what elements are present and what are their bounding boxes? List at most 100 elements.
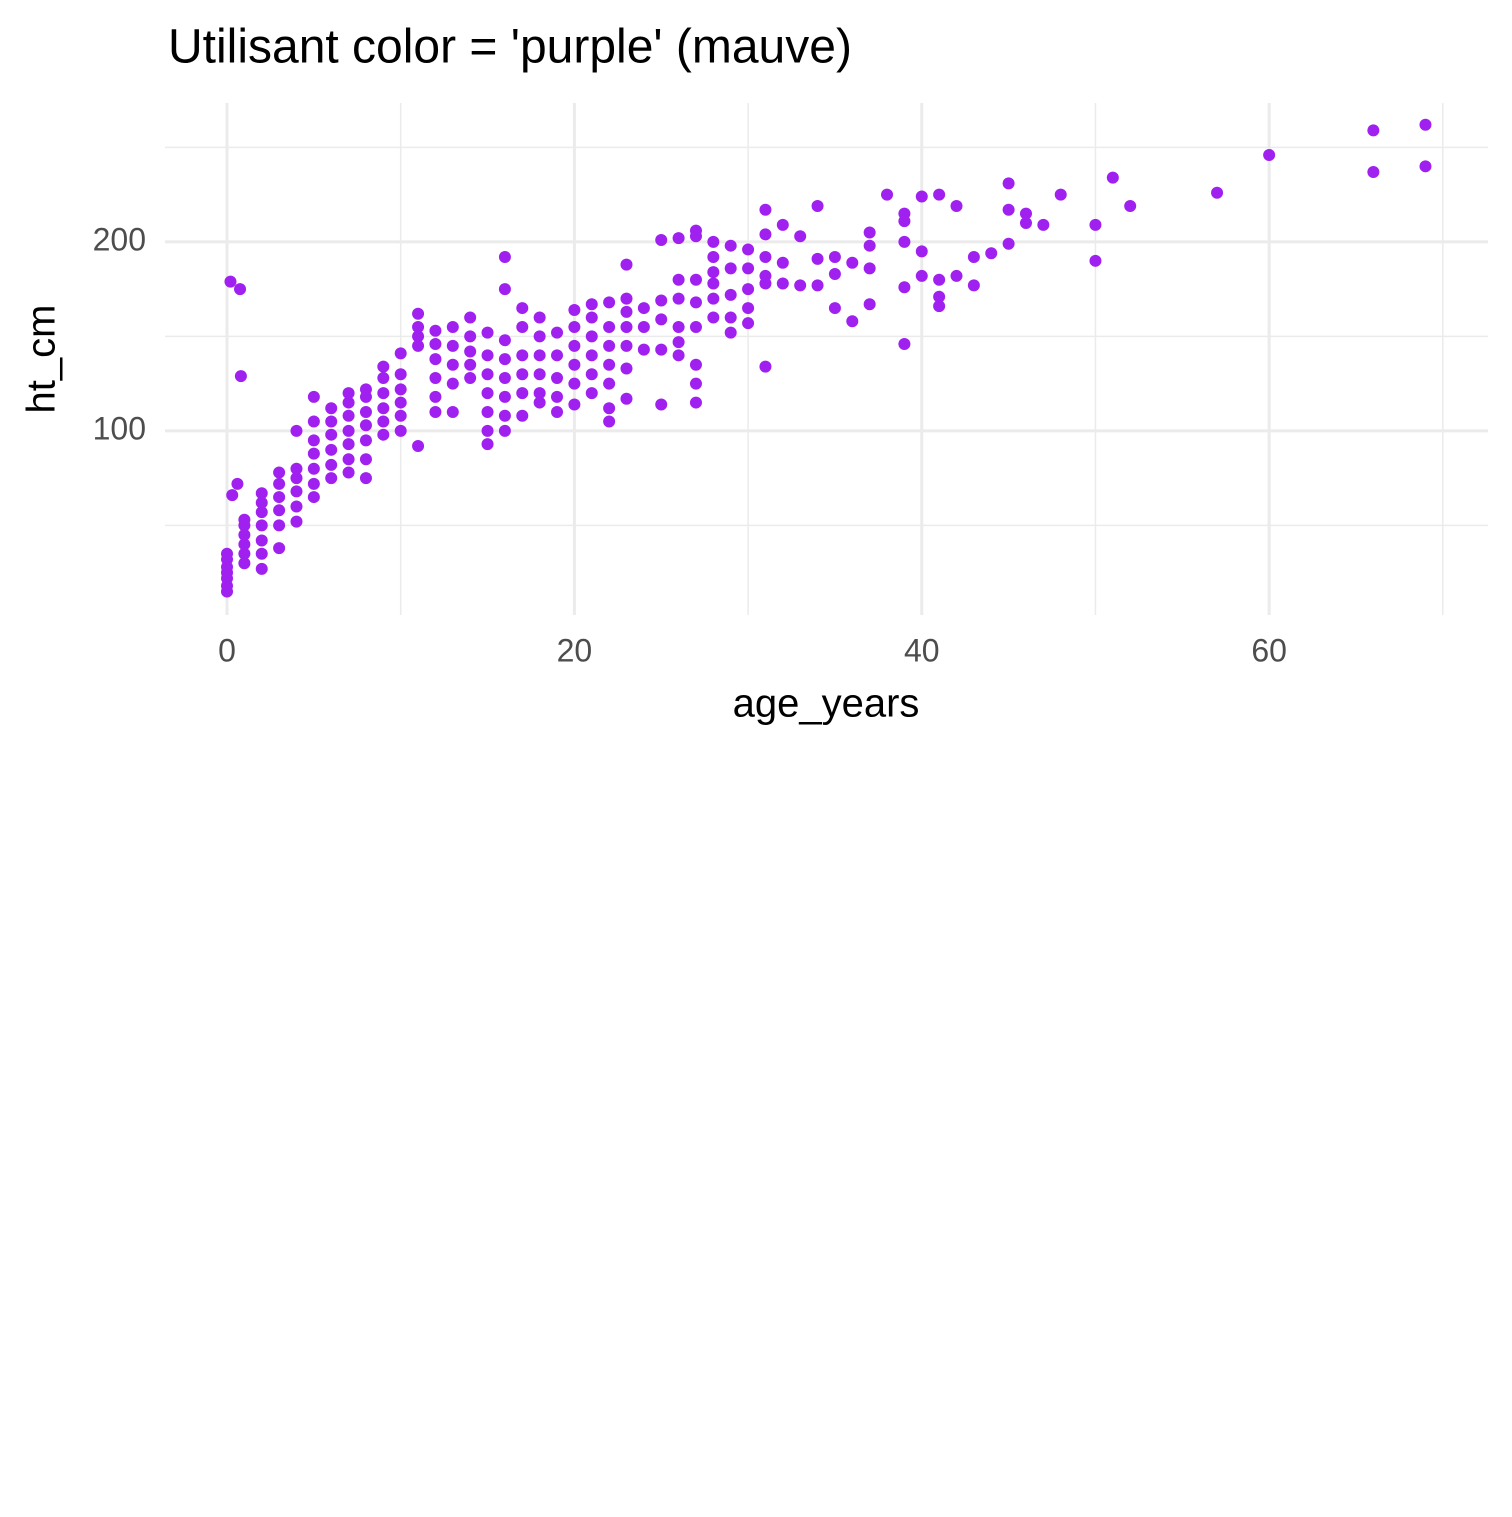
- point: [342, 409, 355, 422]
- point: [412, 339, 425, 352]
- point: [585, 349, 598, 362]
- y-axis-label: ht_cm: [20, 305, 64, 414]
- point: [307, 390, 320, 403]
- point: [481, 438, 494, 451]
- point: [1002, 237, 1015, 250]
- point: [724, 239, 737, 252]
- point: [516, 409, 529, 422]
- point: [1106, 171, 1119, 184]
- point: [290, 500, 303, 513]
- point: [429, 353, 442, 366]
- point: [933, 300, 946, 313]
- point: [359, 419, 372, 432]
- point: [359, 453, 372, 466]
- point: [1002, 203, 1015, 216]
- point: [377, 415, 390, 428]
- point: [655, 398, 668, 411]
- point: [516, 368, 529, 381]
- point: [342, 453, 355, 466]
- point: [585, 311, 598, 324]
- point: [551, 326, 564, 339]
- point: [1019, 207, 1032, 220]
- point: [325, 458, 338, 471]
- point: [325, 428, 338, 441]
- point: [742, 243, 755, 256]
- point: [707, 311, 720, 324]
- point: [1124, 200, 1137, 213]
- point: [689, 377, 702, 390]
- point: [325, 415, 338, 428]
- point: [620, 320, 633, 333]
- point: [585, 387, 598, 400]
- point: [533, 368, 546, 381]
- point: [377, 371, 390, 384]
- point: [846, 315, 859, 328]
- point: [672, 349, 685, 362]
- point: [533, 349, 546, 362]
- point: [412, 440, 425, 453]
- point: [290, 472, 303, 485]
- point: [359, 472, 372, 485]
- point: [325, 402, 338, 415]
- point: [568, 358, 581, 371]
- point: [342, 396, 355, 409]
- point: [255, 562, 268, 575]
- point: [446, 406, 459, 419]
- point: [342, 424, 355, 437]
- point: [359, 434, 372, 447]
- point: [359, 406, 372, 419]
- point: [707, 235, 720, 248]
- point: [481, 406, 494, 419]
- point: [446, 320, 459, 333]
- point: [394, 347, 407, 360]
- point: [255, 547, 268, 560]
- point: [551, 349, 564, 362]
- point: [498, 371, 511, 384]
- point: [724, 288, 737, 301]
- point: [377, 387, 390, 400]
- point: [689, 224, 702, 237]
- point: [429, 324, 442, 337]
- point: [863, 298, 876, 311]
- point: [412, 320, 425, 333]
- point: [759, 203, 772, 216]
- point: [672, 320, 685, 333]
- point: [226, 489, 239, 502]
- point: [950, 200, 963, 213]
- point: [394, 424, 407, 437]
- point: [933, 188, 946, 201]
- point: [342, 466, 355, 479]
- point: [516, 387, 529, 400]
- point: [655, 234, 668, 247]
- point: [776, 277, 789, 290]
- point: [551, 371, 564, 384]
- point: [307, 477, 320, 490]
- point: [238, 513, 251, 526]
- point: [446, 358, 459, 371]
- point: [603, 296, 616, 309]
- point: [863, 262, 876, 275]
- point: [672, 232, 685, 245]
- point: [759, 251, 772, 264]
- x-tick-label: 40: [904, 632, 940, 668]
- point: [481, 387, 494, 400]
- point: [672, 336, 685, 349]
- point: [603, 358, 616, 371]
- point: [255, 534, 268, 547]
- point: [481, 424, 494, 437]
- point: [794, 279, 807, 292]
- point: [933, 273, 946, 286]
- point: [967, 279, 980, 292]
- point: [759, 269, 772, 282]
- point: [672, 273, 685, 286]
- point: [238, 557, 251, 570]
- point: [742, 262, 755, 275]
- point: [412, 307, 425, 320]
- point: [776, 256, 789, 269]
- point: [637, 320, 650, 333]
- point: [724, 311, 737, 324]
- point: [1263, 148, 1276, 161]
- point: [533, 330, 546, 343]
- point: [255, 506, 268, 519]
- point: [1002, 177, 1015, 190]
